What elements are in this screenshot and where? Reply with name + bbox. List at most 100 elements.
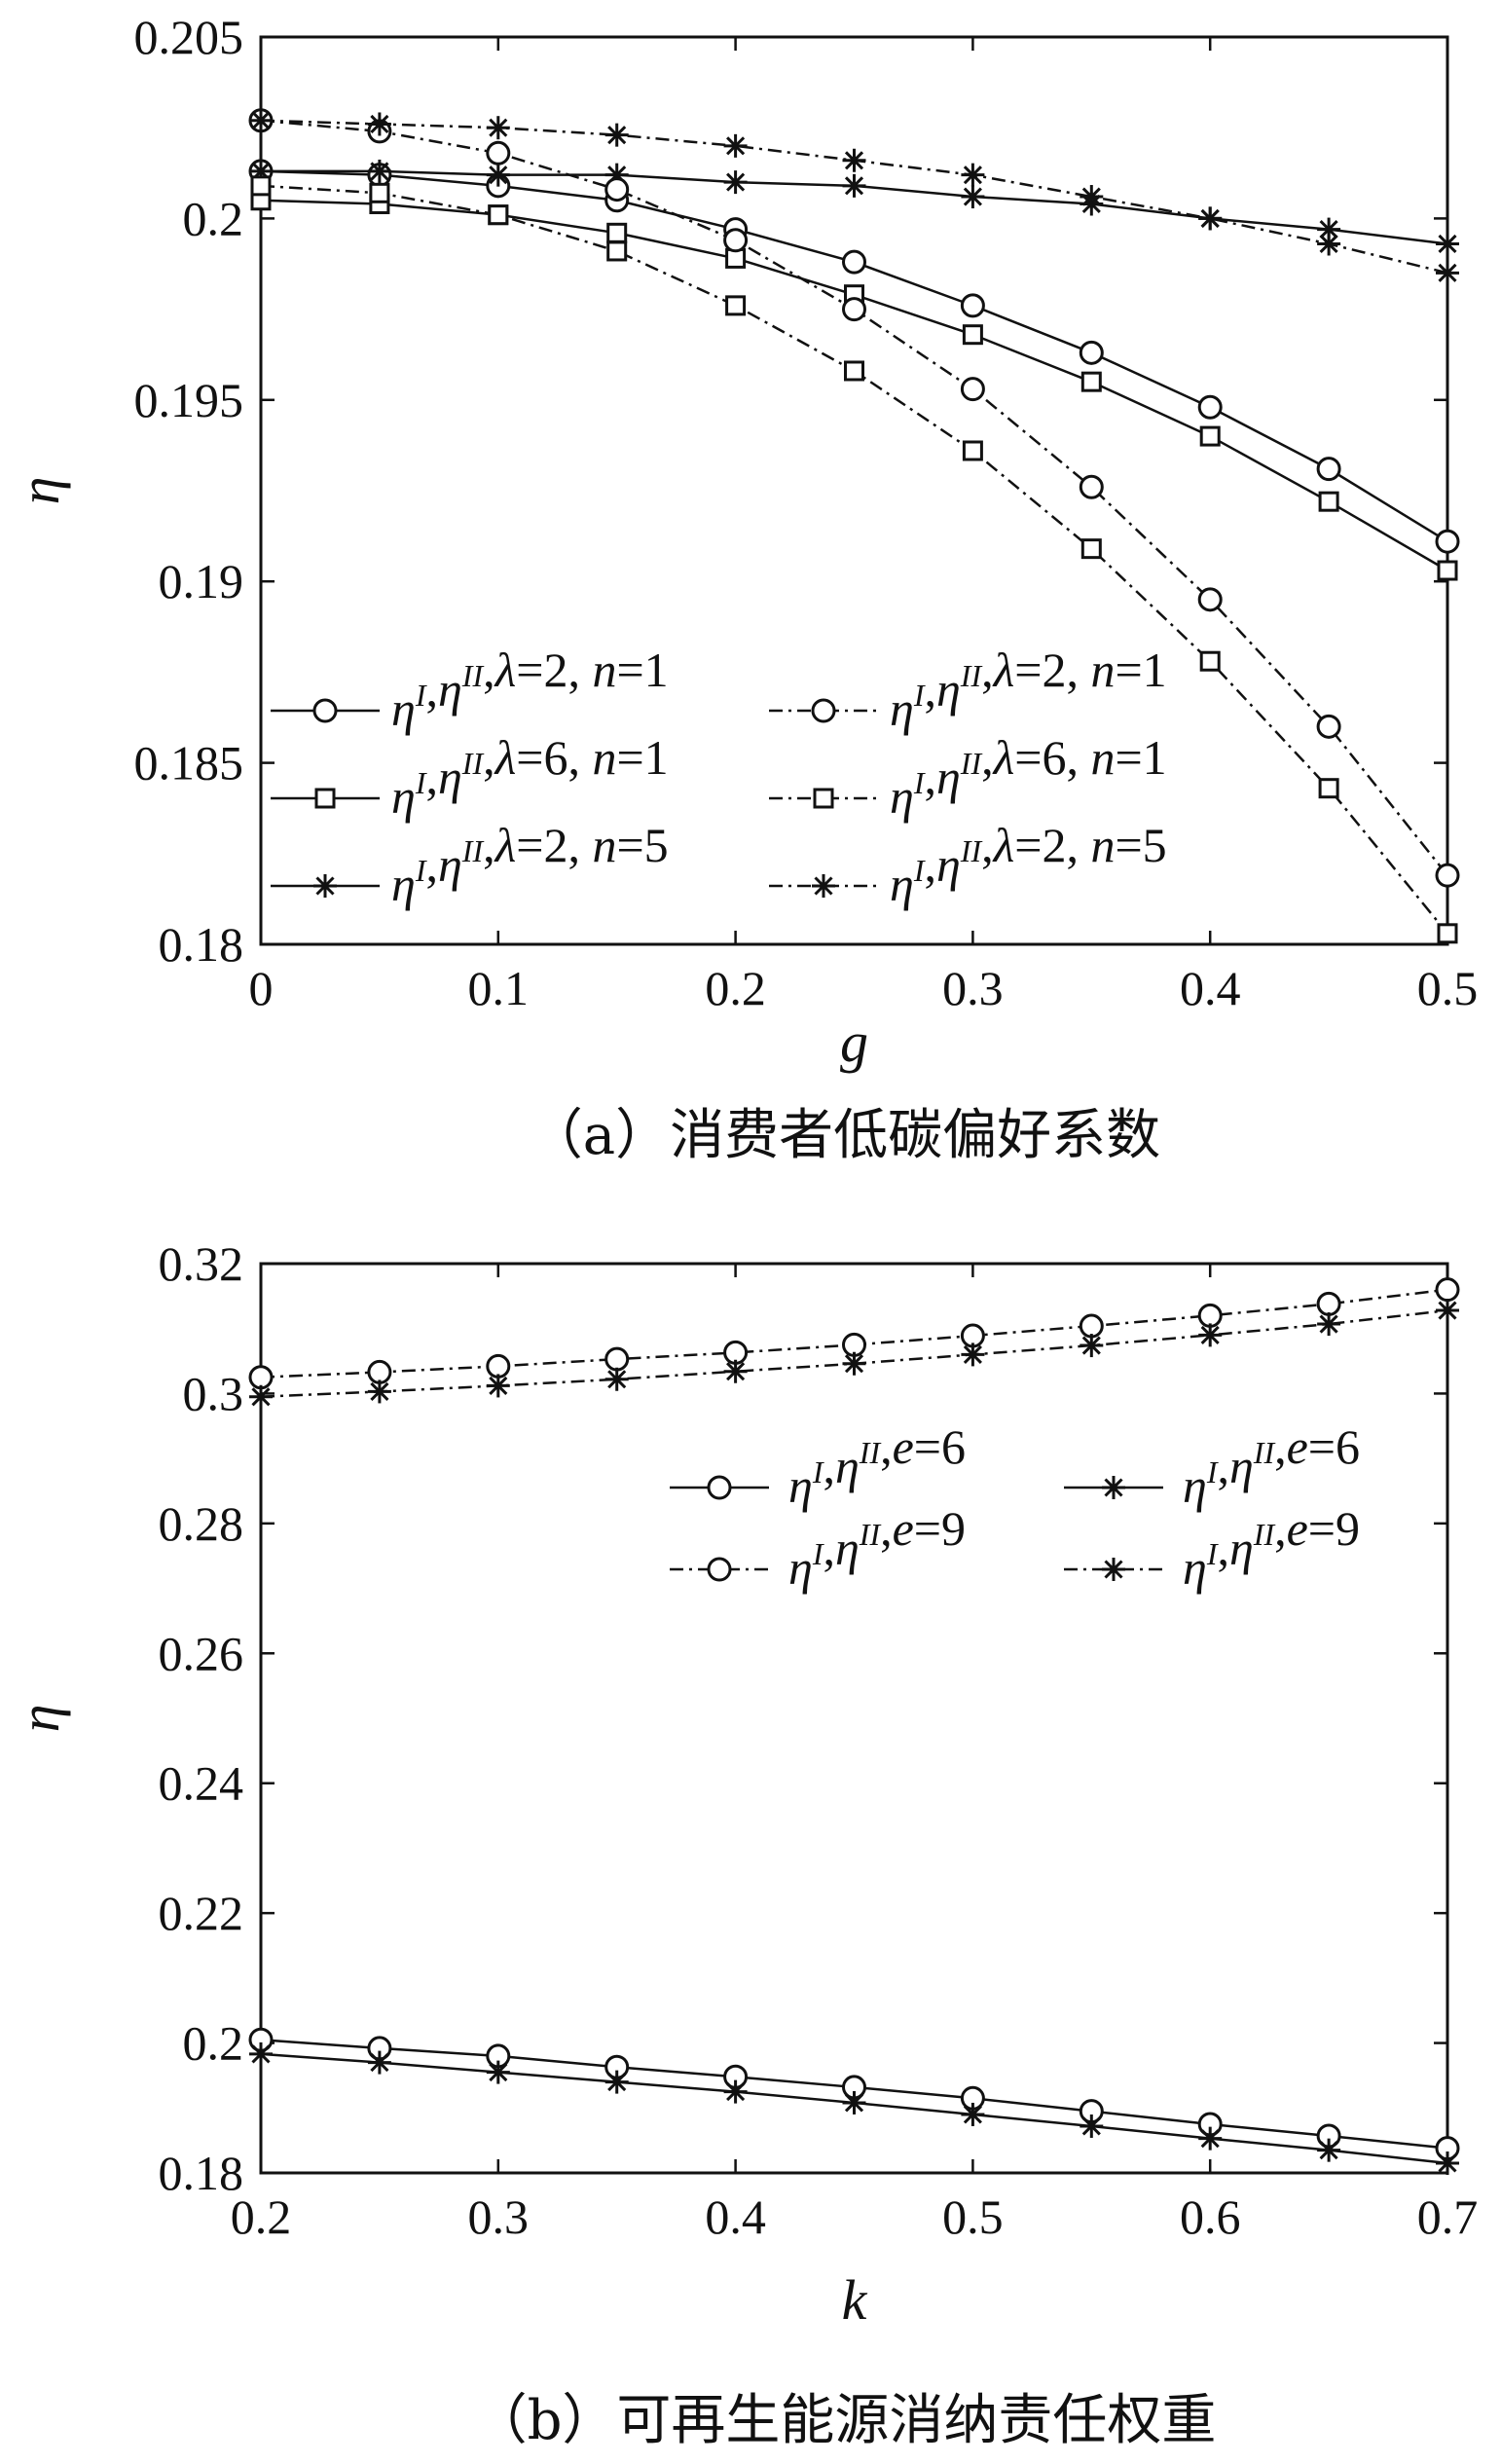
data-point [1437, 923, 1458, 944]
data-point [723, 1359, 748, 1383]
data-point [1198, 2126, 1223, 2151]
data-point [961, 163, 985, 187]
data-point [842, 173, 866, 198]
data-point [1436, 1299, 1459, 1323]
data-point [1316, 714, 1341, 739]
x-tick-label: 0.7 [1417, 2189, 1479, 2244]
y-tick-label: 0.2 [183, 2016, 244, 2071]
data-point [1079, 340, 1104, 365]
y-tick-label: 0.24 [159, 1756, 244, 1811]
series-line [249, 1299, 1459, 1409]
y-tick-label: 0.2 [183, 191, 244, 245]
y-tick-label: 0.28 [159, 1496, 244, 1551]
data-point [250, 175, 272, 197]
data-point [1435, 1277, 1460, 1303]
data-point [962, 324, 983, 346]
data-point [488, 204, 509, 226]
data-point [486, 1353, 511, 1379]
legend-label: ηI,ηII,λ=2, n=1 [890, 643, 1167, 736]
data-point [1197, 1303, 1223, 1328]
x-tick-label: 0.5 [942, 2189, 1004, 2244]
x-axis-label: g [840, 1011, 868, 1074]
data-point [842, 297, 866, 322]
data-point [1436, 261, 1459, 285]
y-axis-label: η [8, 1705, 71, 1733]
data-point [367, 2050, 391, 2075]
data-point [1198, 1323, 1223, 1347]
y-tick-label: 0.26 [159, 1626, 244, 1680]
data-point [1197, 394, 1223, 420]
panel-caption: （a）消费者低碳偏好系数 [529, 1104, 1160, 1167]
legend-label: ηI,ηII,e=9 [1183, 1501, 1360, 1595]
series-line [250, 190, 1458, 581]
legend-marker [1102, 1476, 1125, 1499]
data-point [1437, 560, 1458, 581]
x-tick-label: 0.2 [705, 961, 766, 1015]
plot-frame [259, 1262, 1449, 2175]
data-point [1318, 491, 1339, 512]
series-line [250, 175, 1458, 944]
legend-label: ηI,ηII,e=9 [788, 1501, 966, 1595]
data-point [249, 1384, 273, 1409]
legend-marker [312, 698, 338, 723]
legend-marker [1102, 1558, 1125, 1581]
data-point [369, 182, 390, 203]
data-point [1199, 650, 1221, 672]
data-point [844, 360, 864, 382]
legend-marker [707, 1557, 732, 1582]
y-tick-label: 0.195 [134, 373, 244, 427]
data-point [606, 222, 628, 243]
y-tick-label: 0.18 [159, 2146, 244, 2200]
data-point [962, 440, 983, 461]
data-point [606, 240, 628, 262]
data-point [1317, 232, 1341, 256]
data-point [1317, 2138, 1341, 2162]
legend-label: ηI,ηII,λ=2, n=5 [890, 818, 1167, 911]
data-point [1080, 2114, 1104, 2138]
y-axis-label: η [8, 477, 71, 505]
series-line [248, 159, 1460, 554]
y-tick-label: 0.22 [159, 1886, 244, 1940]
y-tick-label: 0.205 [134, 10, 244, 64]
data-point [1197, 587, 1223, 612]
legend-label: ηI,ηII,λ=2, n=1 [391, 643, 669, 736]
x-axis-label: k [842, 2268, 868, 2332]
x-tick-label: 0.2 [231, 2189, 292, 2244]
legend-marker [314, 788, 336, 809]
series-line [249, 108, 1459, 285]
data-point [842, 148, 866, 172]
series-line [249, 2041, 1459, 2175]
data-point [1436, 2151, 1459, 2175]
data-point [842, 2090, 866, 2115]
data-point [842, 249, 866, 275]
data-point [1080, 538, 1102, 560]
data-point [1436, 232, 1459, 256]
x-tick-label: 0.4 [1180, 961, 1241, 1015]
data-point [249, 108, 273, 132]
legend-marker [313, 874, 337, 898]
data-point [1435, 529, 1460, 554]
legend-marker [812, 874, 835, 898]
y-tick-label: 0.32 [159, 1236, 244, 1291]
data-point [1317, 1312, 1341, 1337]
plot-frame [259, 35, 1449, 946]
x-tick-label: 0.6 [1180, 2189, 1241, 2244]
data-point [1080, 371, 1102, 392]
data-point [604, 1367, 629, 1391]
data-point [249, 2041, 273, 2066]
data-point [1199, 425, 1221, 447]
x-tick-label: 0.4 [705, 2189, 766, 2244]
data-point [486, 116, 510, 140]
legend-label: ηI,ηII,λ=6, n=1 [890, 730, 1167, 824]
data-point [1198, 206, 1223, 231]
data-point [1080, 185, 1104, 209]
data-point [367, 1379, 391, 1404]
data-point [367, 1359, 392, 1384]
x-tick-label: 0.3 [942, 961, 1004, 1015]
data-point [960, 377, 985, 402]
data-point [367, 159, 391, 183]
x-tick-label: 0.5 [1417, 961, 1479, 1015]
data-point [723, 170, 748, 195]
y-tick-label: 0.18 [159, 917, 244, 972]
